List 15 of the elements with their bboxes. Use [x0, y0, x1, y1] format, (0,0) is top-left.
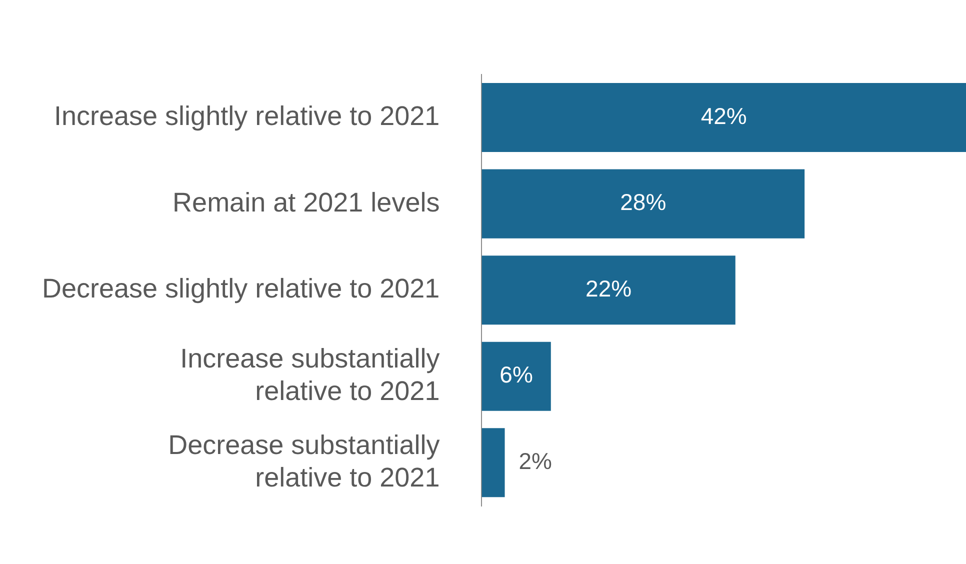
bar	[482, 428, 505, 498]
data-label: 42%	[700, 102, 747, 129]
data-label: 28%	[620, 189, 666, 216]
bar	[482, 256, 736, 325]
data-label: 2%	[518, 448, 552, 474]
y-tick-label: Increase slightly relative to 2021	[54, 100, 440, 131]
data-label: 22%	[586, 275, 632, 302]
y-tick-label: Decrease slightly relative to 2021	[42, 274, 440, 304]
y-tick-label: Increase substantially relative to 2021	[180, 344, 440, 406]
data-label: 6%	[500, 362, 533, 388]
y-tick-label: Remain at 2021 levels	[172, 187, 440, 218]
bar	[482, 342, 551, 411]
bar	[482, 169, 805, 238]
y-tick-label: Decrease substantially relative to 2021	[168, 430, 440, 492]
bar	[482, 83, 966, 152]
